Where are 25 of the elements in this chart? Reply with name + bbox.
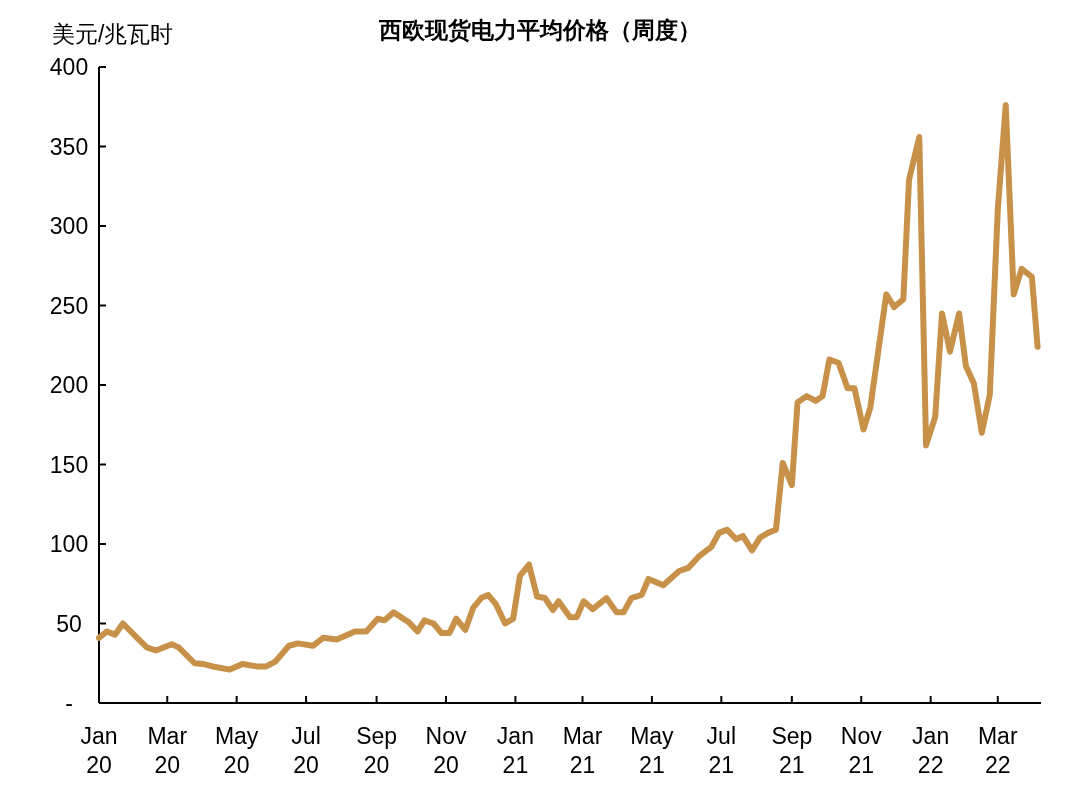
x-tick-label: Sep 20 bbox=[356, 723, 398, 778]
y-tick-label: 150 bbox=[49, 451, 89, 478]
x-tick-label: Jan 21 bbox=[496, 723, 534, 778]
y-tick-label: 300 bbox=[49, 213, 89, 239]
x-tick-label: Mar 21 bbox=[562, 723, 603, 778]
y-tick-label: 50 bbox=[56, 610, 82, 637]
chart-title: 西欧现货电力平均价格（周度） bbox=[378, 17, 701, 43]
y-tick-label: 200 bbox=[49, 372, 89, 398]
y-tick-label: 350 bbox=[49, 133, 89, 160]
y-tick-label: 100 bbox=[49, 531, 89, 557]
y-tick-label: 250 bbox=[49, 292, 89, 319]
x-tick-label: Jan 20 bbox=[80, 723, 118, 778]
x-tick-label: Mar 20 bbox=[147, 723, 188, 778]
y-tick-label: - bbox=[65, 690, 73, 716]
x-tick-label: Jul 20 bbox=[291, 723, 321, 778]
x-tick-label: May 20 bbox=[214, 723, 259, 778]
x-tick-label: Mar 22 bbox=[977, 723, 1018, 778]
x-tick-label: Sep 21 bbox=[771, 723, 813, 778]
y-axis-title: 美元/兆瓦时 bbox=[52, 21, 174, 47]
x-tick-label: Nov 21 bbox=[840, 723, 883, 778]
x-tick-label: May 21 bbox=[630, 723, 675, 778]
y-tick-label: 400 bbox=[49, 54, 89, 80]
x-tick-label: Jan 22 bbox=[912, 723, 950, 778]
x-tick-label: Nov 20 bbox=[425, 723, 467, 778]
x-tick-label: Jul 21 bbox=[706, 723, 737, 778]
